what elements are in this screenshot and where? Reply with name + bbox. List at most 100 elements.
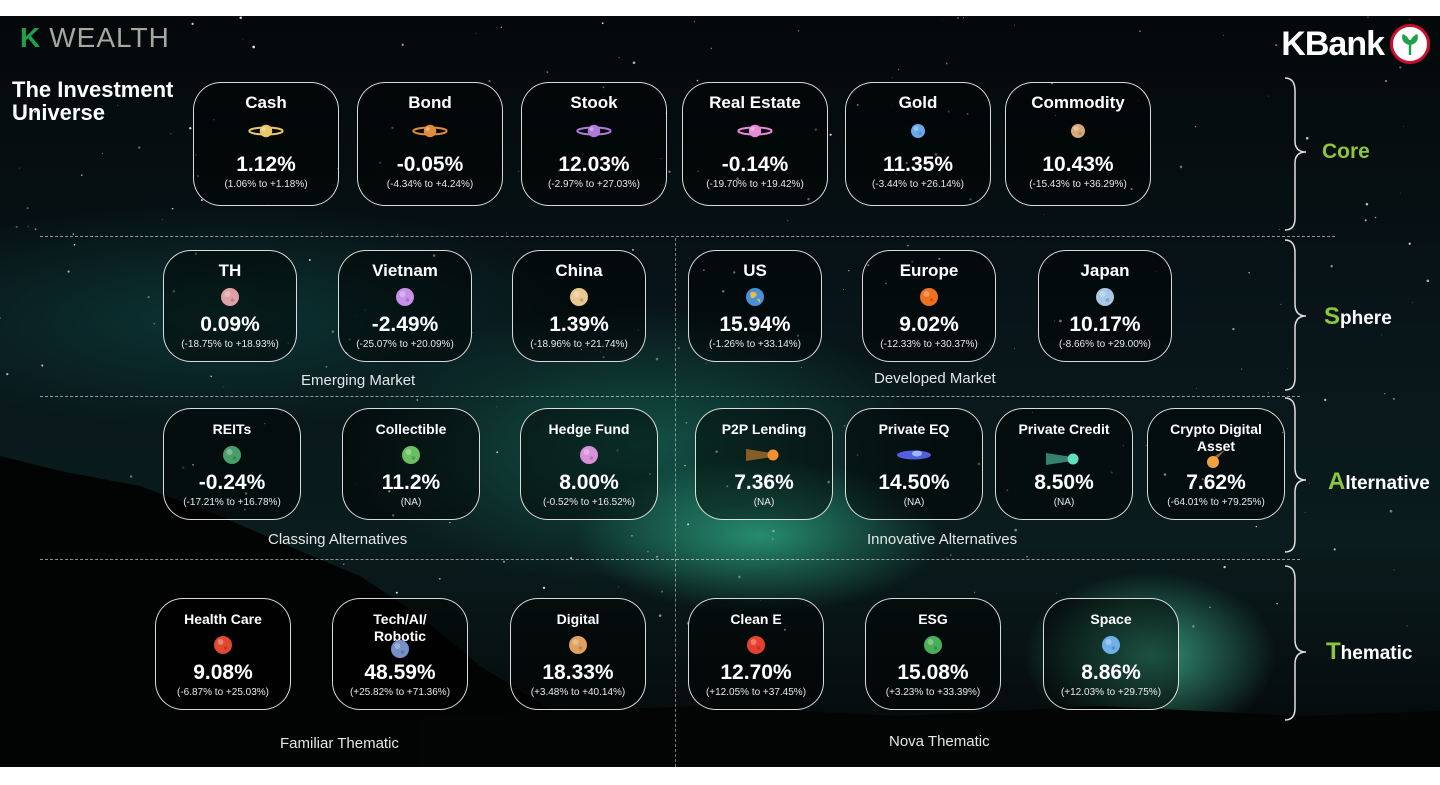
- ringed-planet-icon: [412, 123, 448, 144]
- planet-icon: [910, 123, 926, 144]
- asset-range: (+12.03% to +29.75%): [1060, 687, 1162, 698]
- asset-range: (NA): [1053, 497, 1075, 508]
- planet-icon: [568, 635, 588, 660]
- asset-range: (-25.07% to +20.09%): [356, 339, 454, 350]
- asset-range: (-18.96% to +21.74%): [530, 339, 628, 350]
- asset-range: (+12.05% to +37.45%): [705, 687, 807, 698]
- asset-name: Health Care: [184, 611, 262, 627]
- asset-card-gold: Gold 11.35% (-3.44% to +26.14%): [845, 82, 991, 206]
- asset-name: Digital: [556, 611, 600, 627]
- divider-core: [40, 236, 1335, 237]
- asset-card-stook: Stook 12.03% (-2.97% to +27.03%): [521, 82, 667, 206]
- planet-icon: [746, 635, 766, 660]
- asset-return: 14.50%: [878, 471, 950, 494]
- asset-range: (NA): [400, 497, 422, 508]
- category-alternative: Alternative: [1328, 468, 1430, 495]
- asset-range: (-3.44% to +26.14%): [872, 179, 964, 190]
- group-label-classing: Classing Alternatives: [268, 531, 408, 548]
- asset-name: China: [555, 261, 603, 280]
- asset-return: 8.86%: [1081, 661, 1141, 684]
- asset-return: 10.43%: [1042, 153, 1114, 176]
- comet-icon: [1046, 449, 1082, 474]
- asset-range: (-1.26% to +33.14%): [709, 339, 801, 350]
- kbank-leaf-icon: [1390, 24, 1430, 64]
- asset-name: Vietnam: [372, 261, 438, 280]
- asset-return: 0.09%: [200, 313, 260, 336]
- asset-card-hedge-fund: Hedge Fund 8.00% (-0.52% to +16.52%): [520, 408, 658, 520]
- asset-return: 15.08%: [897, 661, 969, 684]
- asset-range: (-4.34% to +4.24%): [386, 179, 474, 190]
- asset-range: (NA): [753, 497, 775, 508]
- starfield: [0, 16, 1430, 636]
- asset-return: 9.02%: [899, 313, 959, 336]
- asset-name: Cash: [245, 93, 287, 112]
- asset-card-health-care: Health Care 9.08% (-6.87% to +25.03%): [155, 598, 291, 710]
- asset-range: (+25.82% to +71.36%): [349, 687, 451, 698]
- asset-card-china: China 1.39% (-18.96% to +21.74%): [512, 250, 646, 362]
- asset-name: Stook: [570, 93, 618, 112]
- asset-name: Private EQ: [878, 421, 950, 437]
- planet-icon: [579, 445, 599, 470]
- asset-name: Space: [1090, 611, 1132, 627]
- asset-return: -0.24%: [198, 471, 266, 494]
- asset-return: -0.14%: [721, 153, 789, 176]
- asset-range: (-18.75% to +18.93%): [181, 339, 279, 350]
- asset-return: 9.08%: [193, 661, 253, 684]
- asset-return: 1.39%: [549, 313, 609, 336]
- spaceship-icon: [896, 445, 932, 470]
- asset-range: (1.06% to +1.18%): [224, 179, 308, 190]
- planet-icon: [222, 445, 242, 470]
- asset-return: 10.17%: [1069, 313, 1141, 336]
- asset-name: Tech/AI/ Robotic: [373, 611, 427, 644]
- asset-return: 11.35%: [882, 153, 954, 176]
- asset-range: (-19.70% to +19.42%): [706, 179, 804, 190]
- kbank-logo: KBank: [1281, 24, 1430, 64]
- asset-card-private-credit: Private Credit 8.50% (NA): [995, 408, 1133, 520]
- asset-range: (+3.48% to +40.14%): [530, 687, 626, 698]
- asset-name: Private Credit: [1018, 421, 1110, 437]
- asset-range: (-17.21% to +16.78%): [183, 497, 281, 508]
- earth-icon: [745, 287, 765, 312]
- planet-icon: [1095, 287, 1115, 312]
- group-label-innovative: Innovative Alternatives: [867, 531, 1018, 548]
- asset-card-p2p-lending: P2P Lending 7.36% (NA): [695, 408, 833, 520]
- asset-range: (+3.23% to +33.39%): [885, 687, 981, 698]
- asset-card-th: TH 0.09% (-18.75% to +18.93%): [163, 250, 297, 362]
- asset-card-real-estate: Real Estate -0.14% (-19.70% to +19.42%): [682, 82, 828, 206]
- asset-card-europe: Europe 9.02% (-12.33% to +30.37%): [862, 250, 996, 362]
- asset-return: 1.12%: [236, 153, 296, 176]
- asset-card-us: US 15.94% (-1.26% to +33.14%): [688, 250, 822, 362]
- planet-icon: [401, 445, 421, 470]
- page-title: The Investment Universe: [12, 77, 174, 125]
- asset-card-cash: Cash 1.12% (1.06% to +1.18%): [193, 82, 339, 206]
- asset-return: 18.33%: [542, 661, 614, 684]
- asset-return: 48.59%: [364, 661, 436, 684]
- asset-range: (-2.97% to +27.03%): [548, 179, 640, 190]
- asset-return: 7.36%: [734, 471, 794, 494]
- asset-name: Europe: [899, 261, 959, 280]
- group-label-developed: Developed Market: [874, 370, 996, 387]
- asset-return: 8.00%: [559, 471, 619, 494]
- asset-range: (-12.33% to +30.37%): [880, 339, 978, 350]
- planet-icon: [213, 635, 233, 660]
- asset-name: Commodity: [1031, 93, 1125, 112]
- asset-name: Bond: [408, 93, 452, 112]
- asset-name: US: [743, 261, 767, 280]
- asset-name: Real Estate: [709, 93, 801, 112]
- asset-range: (-15.43% to +36.29%): [1029, 179, 1127, 190]
- asset-return: 15.94%: [719, 313, 791, 336]
- asset-range: (-64.01% to +79.25%): [1167, 497, 1265, 508]
- asset-name: Japan: [1080, 261, 1130, 280]
- planet-icon: [1101, 635, 1121, 660]
- category-thematic: Thematic: [1326, 638, 1413, 665]
- asset-card-collectible: Collectible 11.2% (NA): [342, 408, 480, 520]
- planet-icon: [395, 287, 415, 312]
- asset-return: 12.70%: [720, 661, 792, 684]
- asset-name: Collectible: [375, 421, 447, 437]
- asset-card-crypto-digital-asset: Crypto Digital Asset 7.62% (-64.01% to +79…: [1147, 408, 1285, 520]
- asset-range: (-8.66% to +29.00%): [1059, 339, 1151, 350]
- ringed-planet-icon: [248, 123, 284, 144]
- planet-icon: [1070, 123, 1086, 144]
- asset-return: 11.2%: [381, 471, 441, 494]
- ringed-planet-icon: [576, 123, 612, 144]
